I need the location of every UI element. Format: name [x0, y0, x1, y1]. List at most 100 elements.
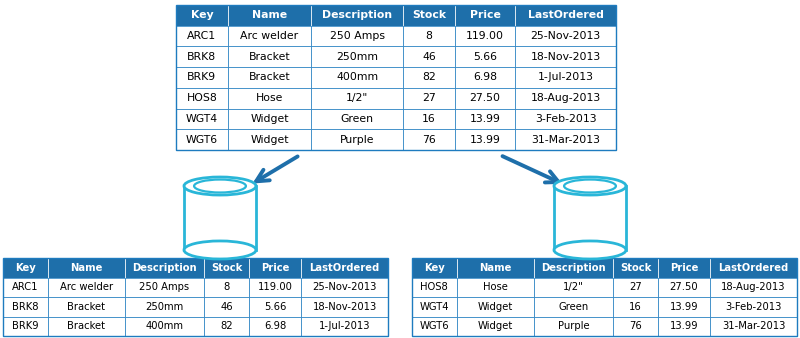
- Bar: [311, 88, 403, 108]
- Text: 1-Jul-2013: 1-Jul-2013: [538, 72, 594, 82]
- Text: 18-Aug-2013: 18-Aug-2013: [530, 93, 601, 103]
- Text: 8: 8: [223, 282, 230, 292]
- Text: BRK8: BRK8: [187, 52, 217, 62]
- Bar: [176, 5, 616, 150]
- Bar: [457, 277, 534, 297]
- Text: 27.50: 27.50: [670, 282, 698, 292]
- Bar: [228, 46, 311, 67]
- Bar: [204, 277, 249, 297]
- Text: 27: 27: [629, 282, 642, 292]
- Ellipse shape: [184, 241, 256, 259]
- Text: 5.66: 5.66: [264, 302, 286, 312]
- Text: 1/2": 1/2": [346, 93, 368, 103]
- Text: LastOrdered: LastOrdered: [528, 10, 604, 20]
- Text: WGT6: WGT6: [419, 321, 449, 331]
- Text: 3-Feb-2013: 3-Feb-2013: [535, 114, 597, 124]
- Text: 16: 16: [422, 114, 436, 124]
- Ellipse shape: [184, 177, 256, 195]
- Bar: [125, 316, 204, 336]
- Text: 16: 16: [629, 302, 642, 312]
- Text: 3-Feb-2013: 3-Feb-2013: [726, 302, 782, 312]
- Ellipse shape: [554, 241, 626, 259]
- Text: ARC1: ARC1: [187, 31, 217, 41]
- Bar: [249, 316, 301, 336]
- Text: 27.50: 27.50: [470, 93, 501, 103]
- Bar: [412, 297, 457, 316]
- Text: 250mm: 250mm: [336, 52, 378, 62]
- Text: Hose: Hose: [482, 282, 508, 292]
- Text: 6.98: 6.98: [473, 72, 497, 82]
- Bar: [515, 26, 616, 46]
- Bar: [515, 5, 616, 26]
- Text: 76: 76: [629, 321, 642, 331]
- Bar: [457, 316, 534, 336]
- Bar: [176, 5, 228, 26]
- Bar: [204, 258, 249, 277]
- Text: Hose: Hose: [256, 93, 283, 103]
- Bar: [3, 258, 48, 277]
- Text: Widget: Widget: [478, 321, 513, 331]
- Bar: [204, 297, 249, 316]
- Text: 13.99: 13.99: [670, 302, 698, 312]
- Text: 250 Amps: 250 Amps: [139, 282, 190, 292]
- Bar: [710, 297, 797, 316]
- Bar: [613, 277, 658, 297]
- Text: WGT4: WGT4: [420, 302, 449, 312]
- Text: Green: Green: [341, 114, 374, 124]
- Text: Description: Description: [541, 263, 606, 273]
- Text: 13.99: 13.99: [470, 114, 501, 124]
- Bar: [3, 316, 48, 336]
- Bar: [658, 277, 710, 297]
- Bar: [403, 108, 455, 129]
- Bar: [515, 129, 616, 150]
- Bar: [301, 316, 388, 336]
- Text: 18-Nov-2013: 18-Nov-2013: [530, 52, 601, 62]
- Text: Purple: Purple: [340, 135, 374, 145]
- Text: 400mm: 400mm: [146, 321, 183, 331]
- Bar: [176, 67, 228, 88]
- Text: HOS8: HOS8: [186, 93, 218, 103]
- Text: Arc welder: Arc welder: [241, 31, 298, 41]
- Bar: [403, 26, 455, 46]
- Bar: [403, 129, 455, 150]
- Bar: [249, 258, 301, 277]
- Bar: [125, 258, 204, 277]
- Text: Stock: Stock: [412, 10, 446, 20]
- Bar: [228, 88, 311, 108]
- Bar: [515, 88, 616, 108]
- Text: Price: Price: [261, 263, 289, 273]
- Text: Arc welder: Arc welder: [60, 282, 113, 292]
- Text: 25-Nov-2013: 25-Nov-2013: [312, 282, 377, 292]
- Bar: [613, 258, 658, 277]
- Bar: [710, 277, 797, 297]
- Text: Bracket: Bracket: [67, 302, 106, 312]
- Bar: [403, 5, 455, 26]
- Text: Widget: Widget: [250, 114, 289, 124]
- Text: Price: Price: [470, 10, 501, 20]
- Text: 31-Mar-2013: 31-Mar-2013: [722, 321, 786, 331]
- Bar: [176, 108, 228, 129]
- Text: 46: 46: [422, 52, 436, 62]
- Text: BRK9: BRK9: [187, 72, 217, 82]
- Bar: [176, 88, 228, 108]
- Text: LastOrdered: LastOrdered: [310, 263, 380, 273]
- Text: Description: Description: [322, 10, 392, 20]
- Text: Stock: Stock: [211, 263, 242, 273]
- Bar: [455, 67, 515, 88]
- Bar: [412, 258, 457, 277]
- Bar: [613, 316, 658, 336]
- Bar: [249, 277, 301, 297]
- Bar: [176, 129, 228, 150]
- Text: Price: Price: [670, 263, 698, 273]
- Bar: [658, 297, 710, 316]
- Bar: [228, 67, 311, 88]
- Bar: [534, 277, 613, 297]
- Text: Bracket: Bracket: [249, 52, 290, 62]
- Text: ARC1: ARC1: [12, 282, 38, 292]
- Bar: [311, 129, 403, 150]
- Bar: [176, 46, 228, 67]
- Text: Description: Description: [132, 263, 197, 273]
- Bar: [125, 277, 204, 297]
- Bar: [412, 316, 457, 336]
- Bar: [176, 26, 228, 46]
